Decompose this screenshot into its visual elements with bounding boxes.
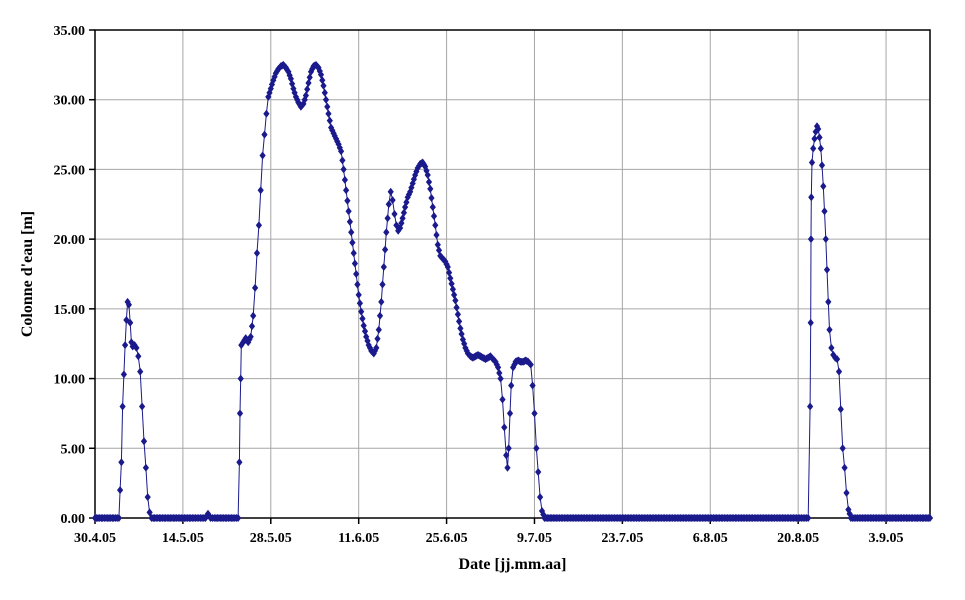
svg-text:11.6.05: 11.6.05 (338, 531, 379, 546)
y-axis-title: Colonne d'eau [m] (19, 210, 36, 338)
svg-text:20.00: 20.00 (54, 233, 86, 248)
svg-text:30.4.05: 30.4.05 (74, 531, 116, 546)
svg-text:23.7.05: 23.7.05 (601, 531, 643, 546)
svg-text:14.5.05: 14.5.05 (162, 531, 204, 546)
svg-text:6.8.05: 6.8.05 (693, 531, 728, 546)
svg-text:0.00: 0.00 (61, 512, 86, 527)
svg-text:20.8.05: 20.8.05 (777, 531, 819, 546)
svg-text:5.00: 5.00 (61, 442, 86, 457)
svg-text:10.00: 10.00 (54, 373, 86, 388)
svg-text:9.7.05: 9.7.05 (517, 531, 552, 546)
svg-text:25.6.05: 25.6.05 (426, 531, 468, 546)
svg-text:3.9.05: 3.9.05 (869, 531, 904, 546)
svg-text:28.5.05: 28.5.05 (250, 531, 292, 546)
svg-text:30.00: 30.00 (54, 94, 86, 109)
svg-text:35.00: 35.00 (54, 24, 86, 39)
svg-text:25.00: 25.00 (54, 163, 86, 178)
x-axis-title: Date [jj.mm.aa] (458, 556, 567, 573)
svg-text:15.00: 15.00 (54, 303, 86, 318)
